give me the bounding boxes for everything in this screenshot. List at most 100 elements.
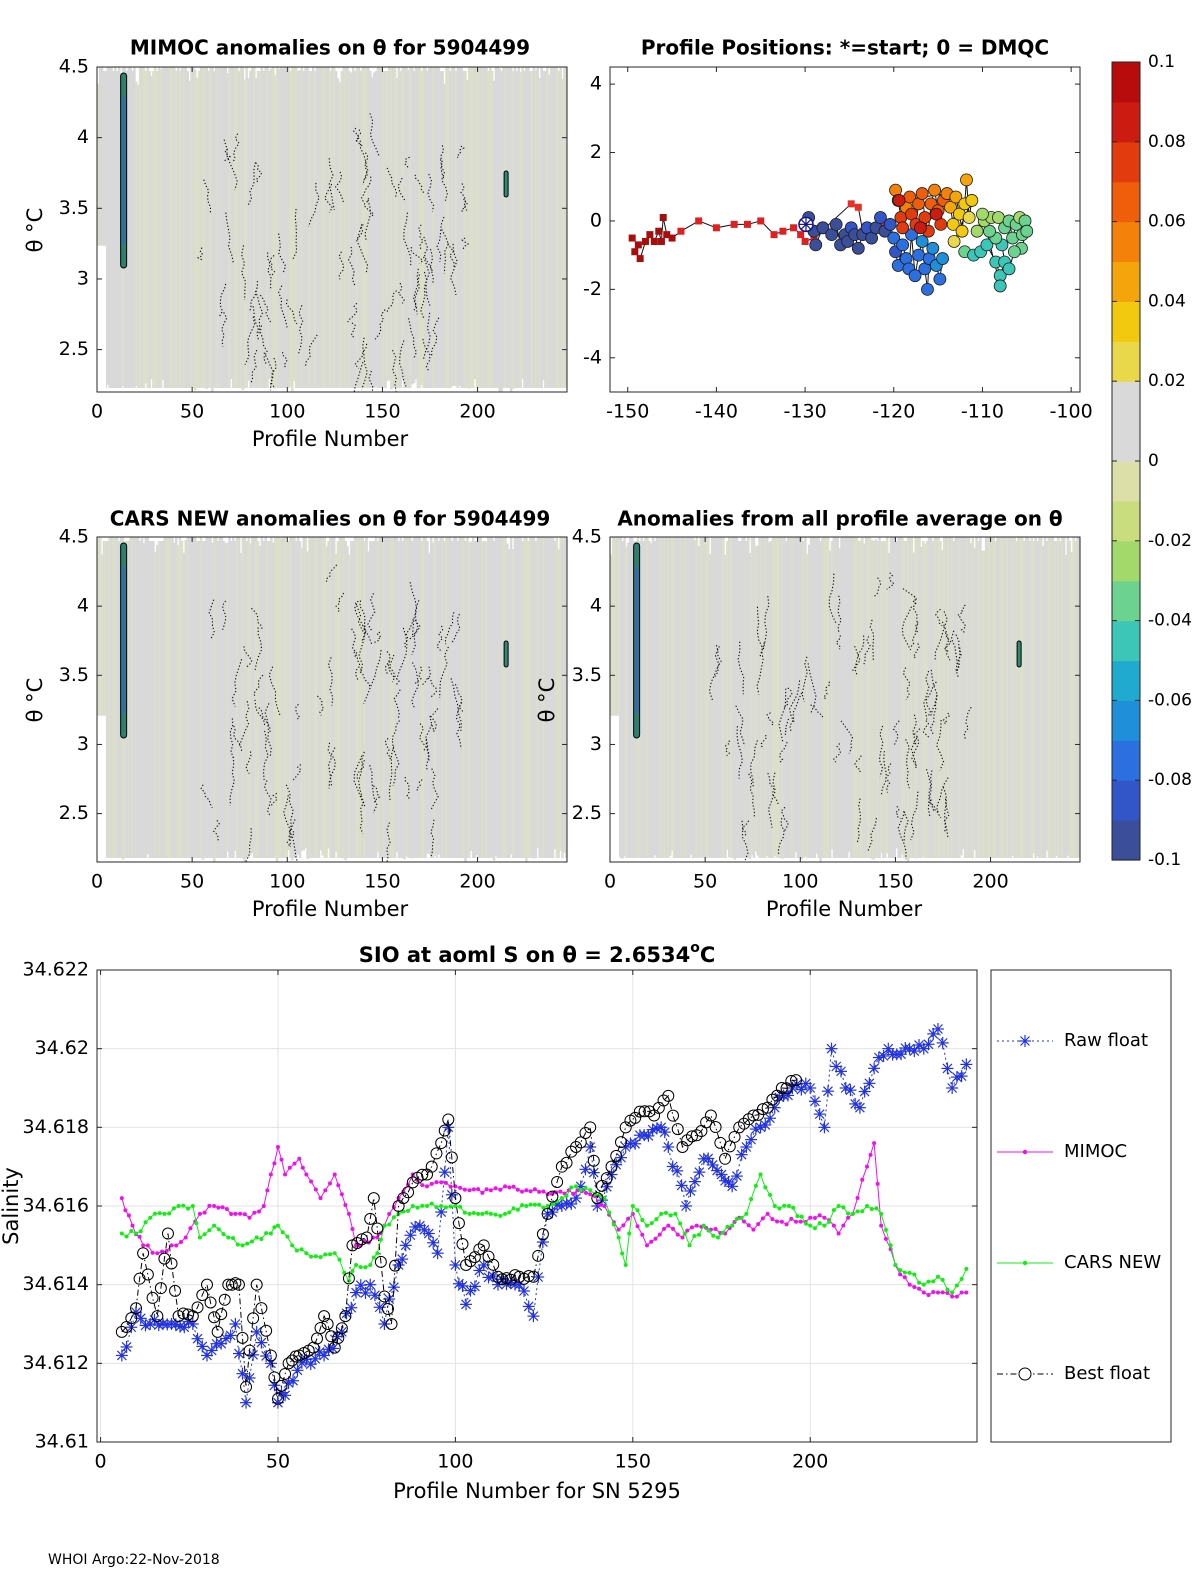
p4-contour: [789, 680, 801, 724]
p4-field-col: [707, 537, 710, 858]
p4-field-col: [884, 541, 887, 858]
asterisk-stroke: [251, 1326, 262, 1337]
p4-field-col: [916, 537, 919, 858]
p1-field-col: [235, 67, 239, 388]
p4-field-col: [682, 537, 685, 858]
p3-field-col: [506, 543, 509, 858]
series-point-cars-new: [725, 1224, 730, 1229]
p1-field-col: [563, 67, 566, 388]
series-point-cars-new: [620, 1251, 625, 1256]
series-point-raw-float: [818, 1121, 831, 1134]
p1-field-col: [108, 67, 111, 388]
series-point-best-float: [766, 1093, 779, 1106]
p1-contour: [397, 282, 405, 304]
p1-xtick-label: 200: [459, 401, 495, 423]
asterisk-stroke: [703, 1153, 714, 1164]
p4-field-col: [724, 554, 727, 858]
p4-field-col: [771, 537, 775, 858]
p4-contour: [925, 769, 932, 817]
asterisk-stroke: [791, 1079, 802, 1090]
positions-plot: [628, 173, 1034, 296]
colorbar-segment: [1112, 141, 1140, 183]
series-point-mimoc: [756, 1222, 761, 1227]
p4-field-col: [969, 543, 973, 858]
series-point-raw-float: [191, 1332, 204, 1345]
asterisk-stroke: [942, 1063, 953, 1074]
p3-field-col: [445, 537, 448, 858]
series-point-mimoc: [283, 1172, 288, 1177]
series-point-cars-new: [720, 1230, 725, 1235]
p1-field-col: [538, 77, 541, 388]
asterisk-stroke: [305, 1359, 316, 1370]
asterisk-stroke: [746, 1134, 757, 1145]
p1-field-col: [142, 67, 146, 388]
p1-contour: [386, 167, 398, 199]
position-square: [659, 214, 667, 222]
p4-field-col: [1036, 541, 1039, 857]
series-point-mimoc: [964, 1290, 969, 1295]
p4-field-col: [1009, 537, 1013, 858]
p4-field-col: [933, 537, 936, 858]
series-point-mimoc: [265, 1188, 270, 1193]
p1-contour: [270, 357, 277, 389]
series-point-cars-new: [254, 1235, 259, 1240]
p4-field-col: [648, 541, 651, 858]
p3-field-col: [504, 537, 507, 858]
p4-field-col: [804, 537, 807, 857]
series-point-cars-new: [299, 1247, 304, 1252]
position-circle: [970, 224, 984, 238]
p1-field-col: [213, 71, 216, 389]
series-point-cars-new: [663, 1210, 668, 1215]
position-square: [677, 227, 685, 235]
series-point-cars-new: [630, 1204, 635, 1208]
p1-contour: [232, 133, 240, 163]
p1-contour: [196, 247, 203, 261]
p5-xtick-label: 0: [95, 1451, 107, 1473]
series-point-cars-new: [777, 1206, 782, 1211]
series-point-raw-float: [849, 1097, 862, 1110]
series-point-raw-float: [565, 1197, 578, 1210]
p4-xtick-label: 50: [693, 871, 717, 893]
series-point-best-float: [406, 1176, 419, 1189]
series-point-cars-new: [268, 1231, 273, 1236]
p4-field-col: [872, 541, 876, 860]
series-point-raw-float: [813, 1108, 826, 1121]
p3-field-col: [414, 537, 418, 858]
position-square: [730, 220, 738, 228]
asterisk-stroke: [689, 1176, 700, 1187]
p1-field-col: [291, 67, 294, 392]
series-point-cars-new: [812, 1226, 817, 1231]
series-point-mimoc: [220, 1205, 225, 1210]
series-point-best-float: [551, 1175, 564, 1188]
p3-axes-box: [96, 536, 568, 863]
p4-contour: [748, 773, 755, 819]
p4-contour: [944, 632, 952, 653]
p4-field-col: [651, 537, 655, 858]
p4-contour: [840, 720, 854, 754]
p3-field-col: [171, 537, 174, 858]
p3-field-col: [163, 537, 167, 858]
p1-contour: [422, 312, 431, 360]
p3-field-col: [361, 537, 364, 858]
avg-title: Anomalies from all profile average on θ: [617, 507, 1062, 531]
series-point-best-float: [785, 1074, 798, 1087]
p4-field-col: [625, 546, 628, 858]
salinity-title: SIO at aoml S on θ = 2.6534oC: [359, 940, 715, 967]
p4-field-col: [901, 537, 904, 855]
p3-field-col: [291, 537, 294, 861]
series-point-best-float: [452, 1217, 465, 1230]
p4-field-col: [1068, 541, 1072, 858]
series-point-best-float: [747, 1109, 760, 1122]
series-point-cars-new: [202, 1232, 207, 1237]
series-point-raw-float: [396, 1253, 409, 1266]
series-point-mimoc: [583, 1190, 588, 1195]
p3-field-gap: [97, 715, 106, 862]
series-point-best-float: [115, 1325, 128, 1338]
p4-field-col: [863, 543, 866, 858]
series-point-cars-new: [443, 1205, 448, 1210]
position-circle: [983, 224, 996, 238]
p1-field-col: [549, 67, 553, 388]
series-point-mimoc: [224, 1206, 229, 1211]
p3-field-col: [129, 537, 132, 858]
asterisk-stroke: [566, 1199, 577, 1209]
